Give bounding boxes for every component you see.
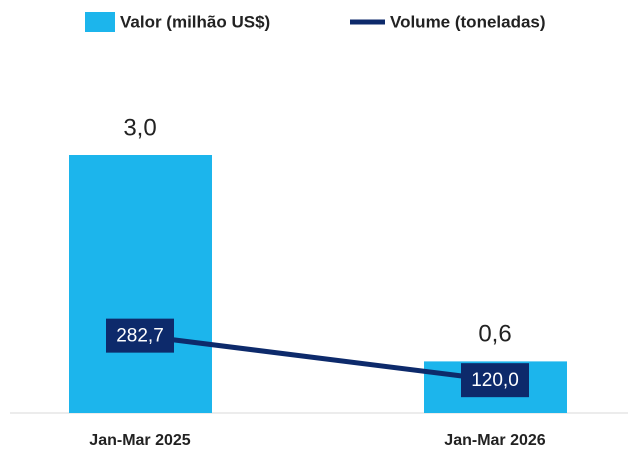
- line-value-label: 282,7: [116, 326, 164, 347]
- bar-value-label: 3,0: [123, 114, 156, 141]
- line: [139, 333, 496, 383]
- x-tick-label: Jan-Mar 2025: [89, 432, 190, 449]
- legend-label: Volume (toneladas): [390, 12, 546, 31]
- bar-value-label: 0,6: [478, 321, 511, 348]
- line-label-box: [106, 318, 174, 353]
- line-label-box: [461, 363, 529, 398]
- legend-label: Valor (milhão US$): [120, 12, 270, 31]
- line-value-label: 120,0: [471, 370, 519, 391]
- bar: [69, 155, 212, 413]
- legend-swatch: [85, 12, 115, 32]
- x-tick-label: Jan-Mar 2026: [444, 432, 545, 449]
